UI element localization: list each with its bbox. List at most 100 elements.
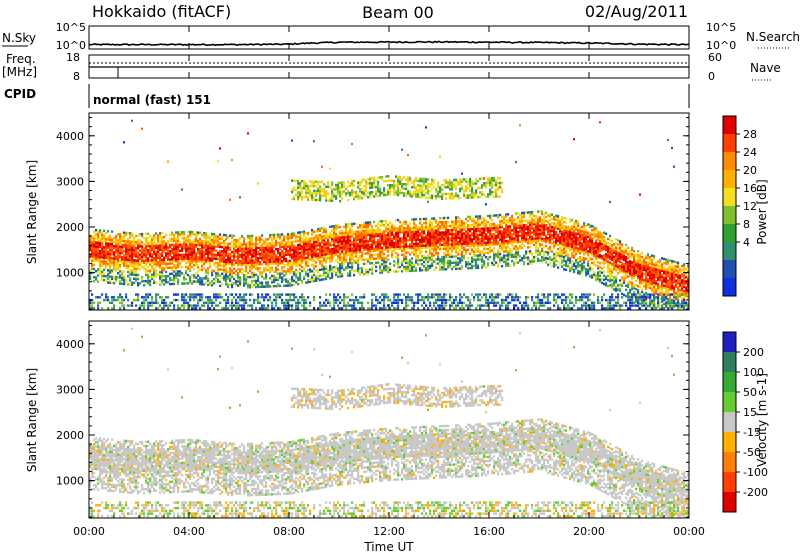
data-cell	[471, 193, 474, 197]
data-cell	[453, 236, 456, 240]
data-cell	[119, 237, 122, 240]
data-cell	[345, 225, 348, 228]
data-cell	[265, 293, 268, 296]
data-cell	[383, 293, 386, 296]
data-cell	[215, 241, 218, 244]
data-cell	[459, 178, 462, 181]
data-cell	[99, 301, 102, 304]
data-cell	[421, 217, 424, 221]
data-cell	[129, 234, 132, 237]
data-cell	[467, 267, 470, 270]
data-cell	[391, 233, 394, 236]
data-cell	[119, 280, 122, 283]
data-cell	[347, 243, 350, 247]
data-cell	[235, 239, 238, 242]
data-cell	[343, 296, 346, 299]
data-cell	[175, 258, 178, 261]
data-cell	[435, 221, 438, 224]
data-cell	[127, 238, 130, 241]
data-cell	[467, 304, 470, 307]
data-cell	[415, 255, 418, 258]
data-cell	[231, 269, 234, 272]
data-cell	[371, 231, 374, 234]
data-cell	[369, 177, 372, 180]
data-cell	[251, 271, 254, 275]
data-cell	[363, 273, 366, 276]
data-cell	[211, 245, 214, 248]
data-cell	[137, 267, 140, 271]
data-cell	[323, 192, 326, 195]
data-cell	[303, 242, 306, 246]
data-cell	[453, 183, 456, 186]
data-cell	[175, 260, 178, 263]
data-cell	[211, 282, 214, 285]
data-cell	[227, 262, 230, 266]
data-cell	[203, 234, 206, 237]
data-cell	[129, 264, 132, 268]
data-cell	[483, 254, 486, 257]
data-cell	[121, 237, 124, 240]
data-cell	[323, 226, 326, 230]
data-cell	[151, 240, 154, 243]
data-cell	[301, 245, 304, 248]
data-cell	[217, 237, 220, 240]
data-cell	[141, 276, 144, 279]
data-cell	[369, 195, 372, 199]
data-cell	[191, 232, 194, 236]
data-cell	[329, 254, 332, 257]
data-cell	[413, 251, 416, 254]
data-cell	[397, 239, 400, 242]
data-cell	[319, 262, 322, 265]
data-cell	[335, 253, 338, 256]
data-cell	[261, 234, 264, 237]
data-cell	[315, 180, 318, 183]
data-cell	[235, 243, 238, 246]
data-cell	[89, 238, 92, 242]
data-cell	[167, 296, 170, 299]
data-cell	[279, 256, 282, 259]
data-cell	[147, 261, 150, 264]
data-cell	[137, 259, 140, 262]
data-cell	[407, 232, 410, 236]
data-cell	[227, 298, 230, 302]
data-cell	[437, 258, 440, 261]
data-cell	[413, 181, 416, 184]
data-cell	[261, 296, 264, 299]
data-cell	[283, 247, 286, 250]
data-cell	[329, 301, 332, 304]
data-cell	[339, 188, 342, 191]
data-cell	[421, 240, 424, 243]
data-cell	[429, 225, 432, 229]
data-cell	[185, 257, 188, 260]
data-cell	[357, 269, 360, 272]
data-cell	[475, 227, 478, 231]
data-cell	[297, 254, 300, 257]
data-cell	[419, 263, 422, 266]
data-cell	[385, 266, 388, 270]
data-cell	[185, 265, 188, 269]
data-cell	[387, 184, 390, 187]
data-cell	[271, 252, 274, 255]
data-cell	[193, 251, 196, 254]
data-cell	[481, 243, 484, 247]
data-cell	[207, 246, 210, 250]
data-cell	[165, 264, 168, 267]
data-cell	[173, 307, 176, 310]
data-cell	[381, 234, 384, 237]
data-cell	[311, 274, 314, 277]
data-cell	[353, 241, 356, 244]
data-cell	[459, 218, 462, 221]
data-cell	[225, 264, 228, 268]
data-cell	[181, 188, 183, 191]
data-cell	[219, 241, 222, 244]
data-cell	[371, 229, 374, 232]
data-cell	[225, 238, 228, 241]
data-cell	[405, 194, 408, 197]
data-cell	[487, 304, 490, 307]
data-cell	[267, 260, 270, 264]
data-cell	[441, 233, 444, 236]
data-cell	[187, 234, 190, 238]
data-cell	[413, 244, 416, 248]
data-cell	[149, 242, 152, 246]
data-cell	[495, 230, 498, 233]
